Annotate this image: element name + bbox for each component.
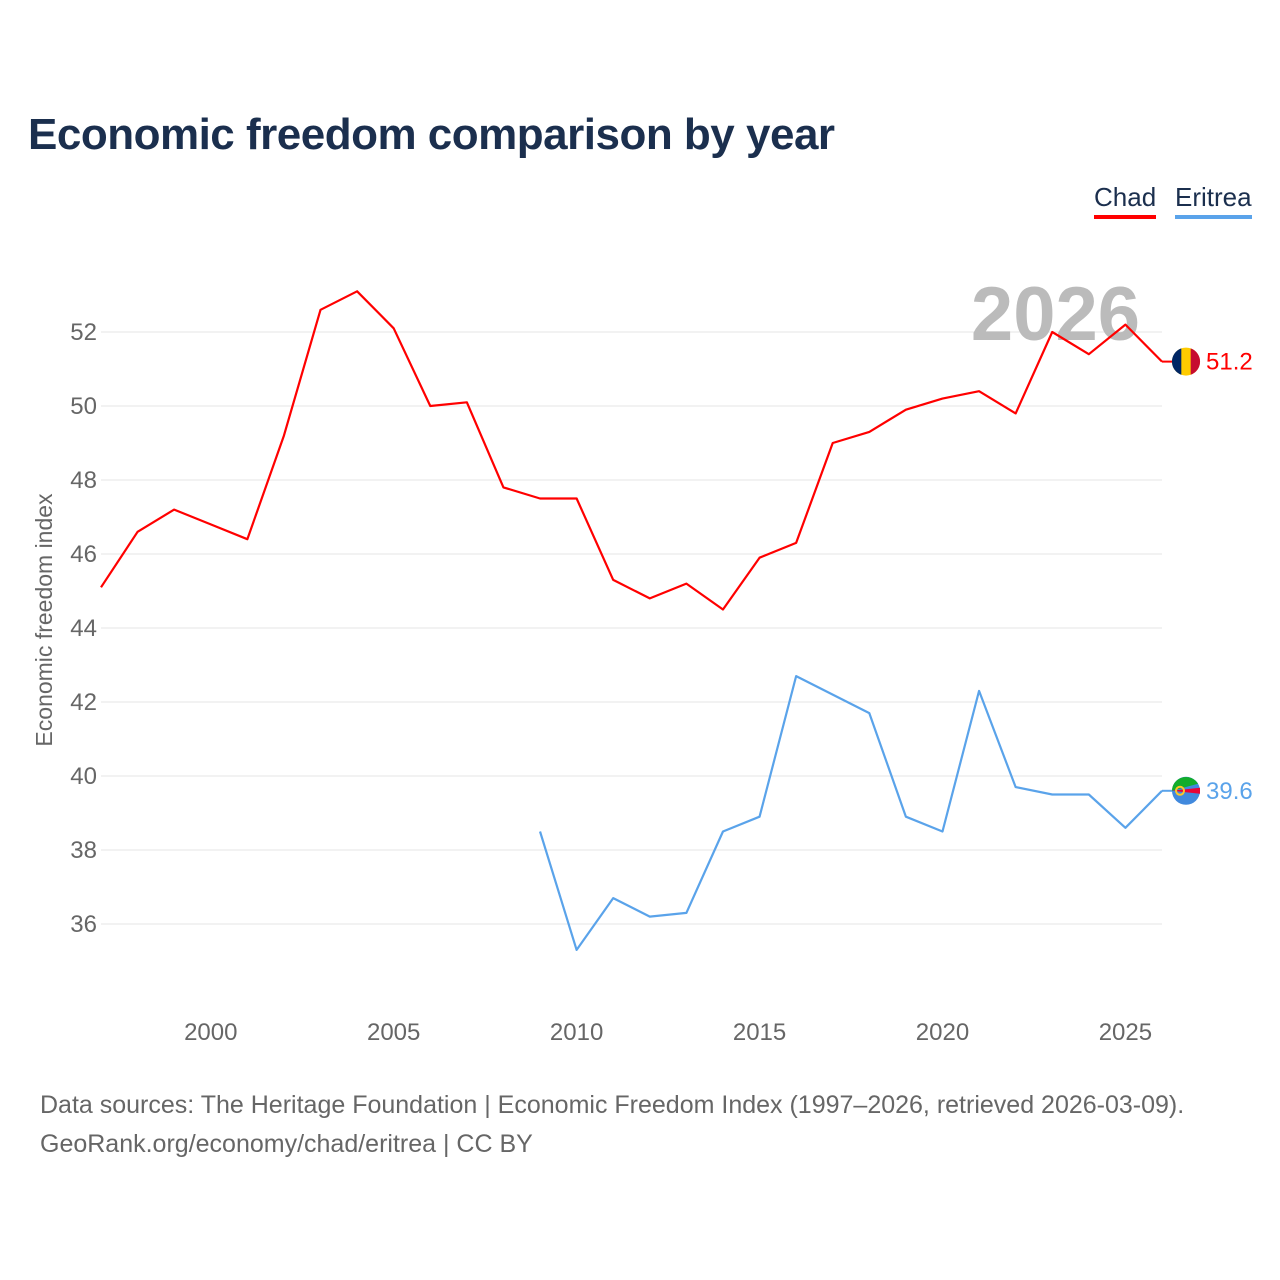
y-tick-label: 38 — [70, 837, 97, 864]
chad-flag-blue — [1171, 348, 1182, 375]
x-tick-label: 2000 — [184, 1019, 237, 1046]
chart-title: Economic freedom comparison by year — [28, 110, 835, 159]
series-line-chad — [100, 290, 1163, 611]
series-line-eritrea — [538, 674, 1163, 952]
end-value-label: 51.2 — [1206, 349, 1253, 376]
legend-eritrea[interactable]: Eritrea — [1175, 182, 1252, 219]
y-tick-label: 44 — [70, 615, 97, 642]
legend-chad[interactable]: Chad — [1094, 182, 1157, 219]
footer: Data sources: The Heritage Foundation | … — [40, 1086, 1184, 1164]
x-tick-label: 2025 — [1099, 1019, 1152, 1046]
source-text: Data sources: The Heritage Foundation | … — [40, 1091, 1185, 1119]
y-tick-label: 42 — [70, 689, 97, 716]
x-tick-label: 2015 — [733, 1019, 786, 1046]
chad-flag-red — [1190, 348, 1201, 375]
year-watermark: 2026 — [971, 272, 1140, 357]
y-tick-label: 40 — [70, 763, 97, 790]
y-axis-label: Economic freedom index — [31, 493, 57, 747]
eritrea-flag-red — [1172, 787, 1200, 794]
x-tick-label: 2010 — [550, 1019, 603, 1046]
y-tick-label: 50 — [70, 393, 97, 420]
y-tick-label: 48 — [70, 467, 97, 494]
end-value-label: 39.6 — [1206, 778, 1253, 805]
source-link[interactable]: GeoRank.org/economy/chad/eritrea | CC BY — [40, 1130, 533, 1158]
x-tick-label: 2020 — [916, 1019, 969, 1046]
y-tick-label: 46 — [70, 541, 97, 568]
y-tick-label: 36 — [70, 911, 97, 938]
eritrea-flag-emblem — [1175, 785, 1185, 796]
y-tick-label: 52 — [70, 319, 97, 346]
x-tick-label: 2005 — [367, 1019, 420, 1046]
